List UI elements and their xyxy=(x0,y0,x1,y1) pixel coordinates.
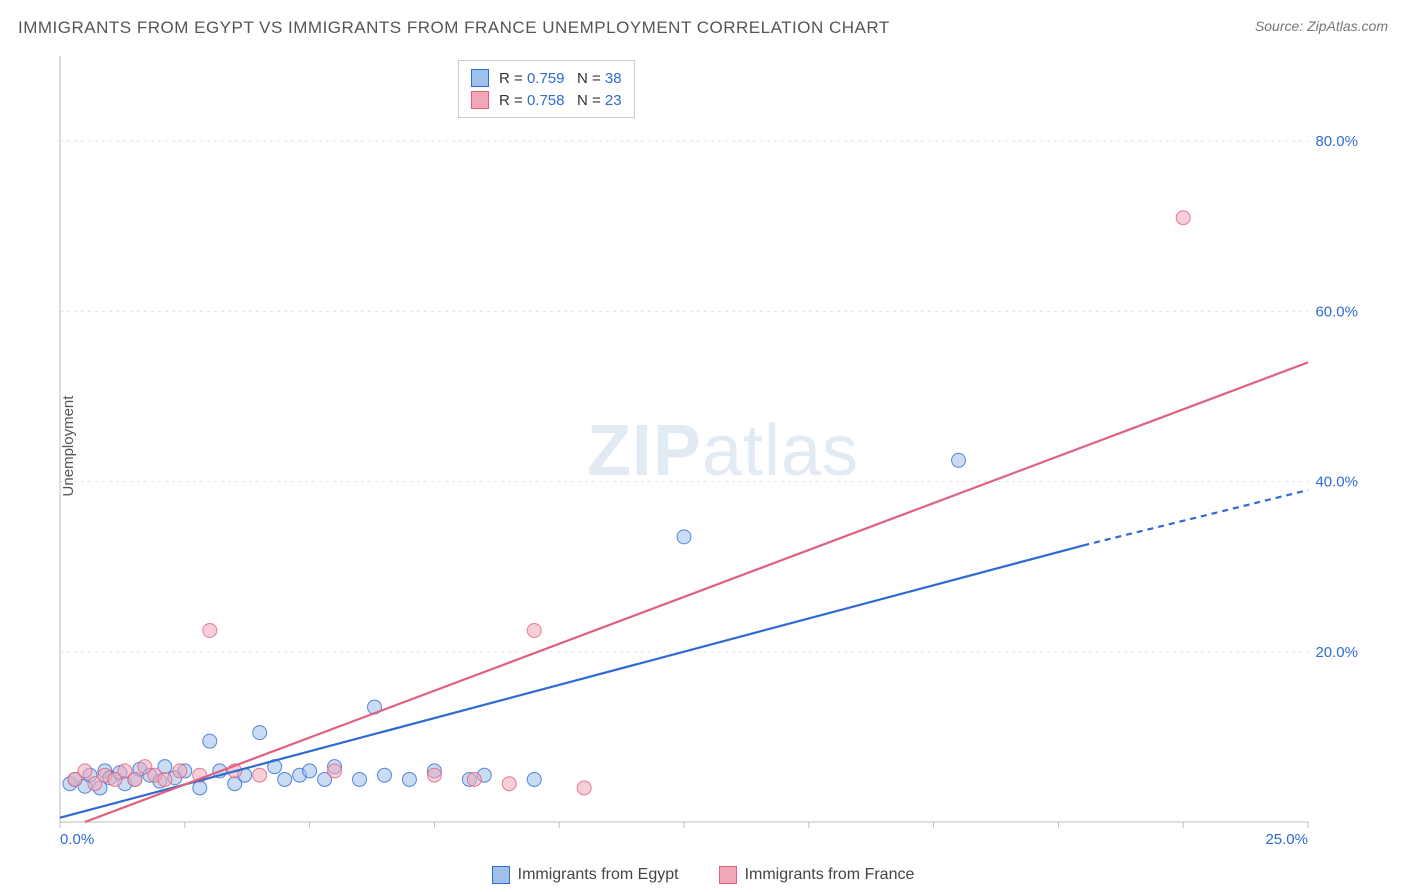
legend-stats: R = 0.759 N = 38 xyxy=(499,70,622,87)
source-credit: Source: ZipAtlas.com xyxy=(1255,18,1388,34)
svg-text:60.0%: 60.0% xyxy=(1315,303,1358,320)
series-legend-item: Immigrants from France xyxy=(719,866,915,884)
svg-text:80.0%: 80.0% xyxy=(1315,133,1358,150)
svg-text:25.0%: 25.0% xyxy=(1265,831,1308,848)
source-label: Source: xyxy=(1255,18,1303,34)
svg-text:20.0%: 20.0% xyxy=(1315,644,1358,661)
series-legend: Immigrants from Egypt Immigrants from Fra… xyxy=(0,866,1406,884)
correlation-legend-row: R = 0.759 N = 38 xyxy=(471,67,622,89)
scatter-plot: 20.0% 40.0% 60.0% 80.0% 0.0% 25.0% xyxy=(58,50,1388,852)
svg-text:0.0%: 0.0% xyxy=(60,831,94,848)
correlation-legend-row: R = 0.758 N = 23 xyxy=(471,89,622,111)
legend-swatch xyxy=(471,69,489,87)
chart-title: IMMIGRANTS FROM EGYPT VS IMMIGRANTS FROM… xyxy=(18,18,890,38)
svg-text:40.0%: 40.0% xyxy=(1315,474,1358,491)
series-legend-label: Immigrants from Egypt xyxy=(518,866,679,884)
correlation-legend: R = 0.759 N = 38 R = 0.758 N = 23 xyxy=(458,60,635,118)
chart-header: IMMIGRANTS FROM EGYPT VS IMMIGRANTS FROM… xyxy=(0,0,1406,46)
source-name: ZipAtlas.com xyxy=(1307,18,1388,34)
legend-swatch xyxy=(471,91,489,109)
series-legend-item: Immigrants from Egypt xyxy=(492,866,679,884)
legend-stats: R = 0.758 N = 23 xyxy=(499,92,622,109)
legend-swatch xyxy=(719,866,737,884)
chart-area: ZIPatlas 20.0%40.0%60.0%80.0%0.0%25.0% R… xyxy=(58,50,1388,852)
legend-swatch xyxy=(492,866,510,884)
series-legend-label: Immigrants from France xyxy=(745,866,915,884)
